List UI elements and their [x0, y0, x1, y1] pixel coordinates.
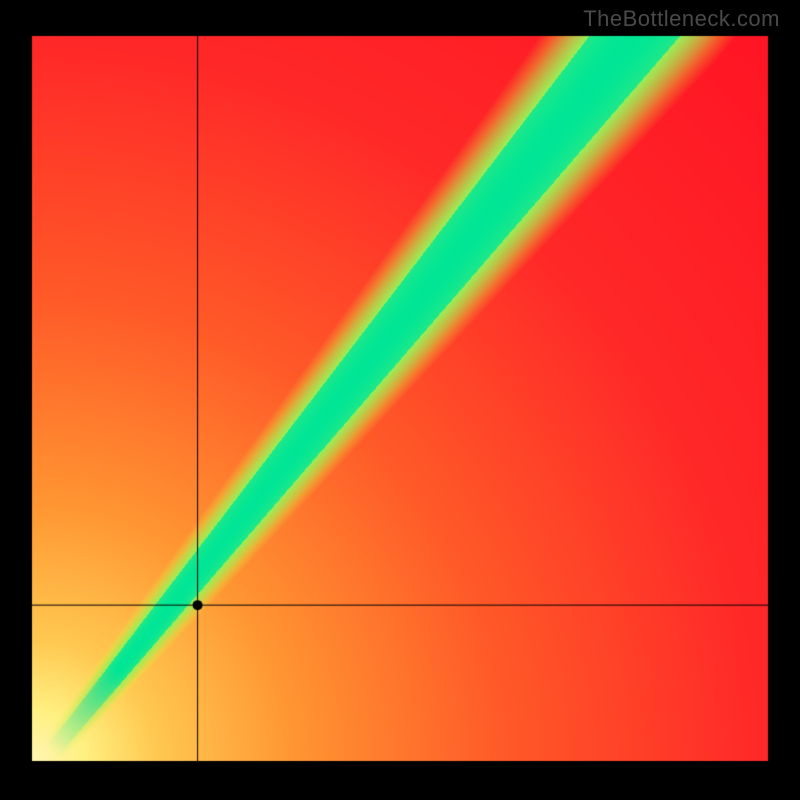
- chart-container: TheBottleneck.com: [0, 0, 800, 800]
- bottleneck-heatmap: [0, 0, 800, 800]
- watermark-text: TheBottleneck.com: [583, 6, 780, 32]
